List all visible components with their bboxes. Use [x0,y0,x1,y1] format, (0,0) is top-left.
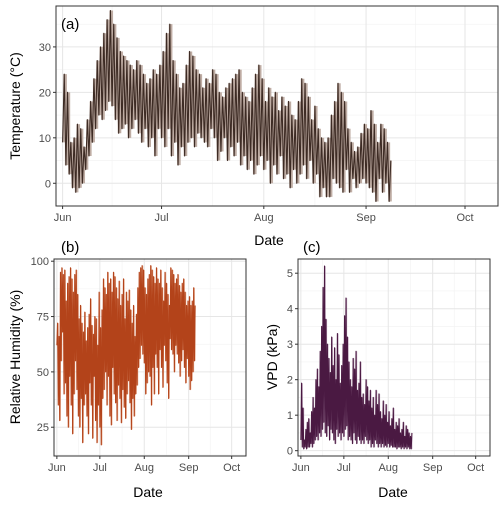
panel-tag: (c) [303,239,321,256]
humidity-panel: 25 50 75 100 Jun Jul Aug Sep Oct (b) Date Relative … [7,239,247,500]
plot-border [55,5,499,207]
y-axis-title: Temperature (°C) [7,52,23,160]
panel-tag: (a) [61,16,79,33]
x-tick-label: Oct [467,462,484,474]
x-tick-label: Oct [223,462,240,474]
x-tick-label: Aug [254,212,274,224]
panel-tag: (b) [61,239,79,256]
x-tick-label: Aug [134,462,154,474]
x-tick-label: Jun [48,462,66,474]
y-tick-label: 5 [287,268,293,280]
x-tick-label: Jul [93,462,107,474]
y-tick-label: 2 [287,375,293,387]
y-axis-title: Relative Humidity (%) [7,290,23,425]
temperature-panel: 0 10 20 30 Jun Jul Aug Sep Oct (a) Date Temperature… [7,5,499,248]
y-tick-label: 30 [39,42,51,54]
x-axis-title: Date [254,232,284,248]
series-line [300,265,413,450]
x-tick-label: Oct [456,212,473,224]
x-tick-label: Sep [356,212,376,224]
x-axis-title: Date [133,484,163,500]
vpd-panel: 0 1 2 3 4 5 Jun Jul Aug Sep Oct (c) Date VPD (kPa) [264,239,491,500]
x-tick-label: Aug [378,462,398,474]
y-tick-label: 20 [39,87,51,99]
x-tick-label: Sep [179,462,199,474]
y-tick-label: 4 [287,304,293,316]
y-tick-label: 75 [37,312,49,324]
series-line [62,10,392,202]
x-tick-label: Jun [54,212,72,224]
plot-border [53,258,247,457]
x-tick-label: Sep [423,462,443,474]
y-tick-label: 3 [287,339,293,351]
y-tick-label: 100 [31,256,49,268]
x-tick-label: Jul [155,212,169,224]
x-tick-label: Jun [292,462,310,474]
x-tick-label: Jul [337,462,351,474]
y-tick-label: 10 [39,133,51,145]
y-tick-label: 0 [45,178,51,190]
y-tick-label: 25 [37,422,49,434]
y-tick-label: 50 [37,367,49,379]
y-tick-label: 1 [287,410,293,422]
series-line [56,265,196,446]
y-tick-label: 0 [287,446,293,458]
plot-border [297,258,491,457]
y-axis-title: VPD (kPa) [264,324,280,390]
x-axis-title: Date [378,484,408,500]
